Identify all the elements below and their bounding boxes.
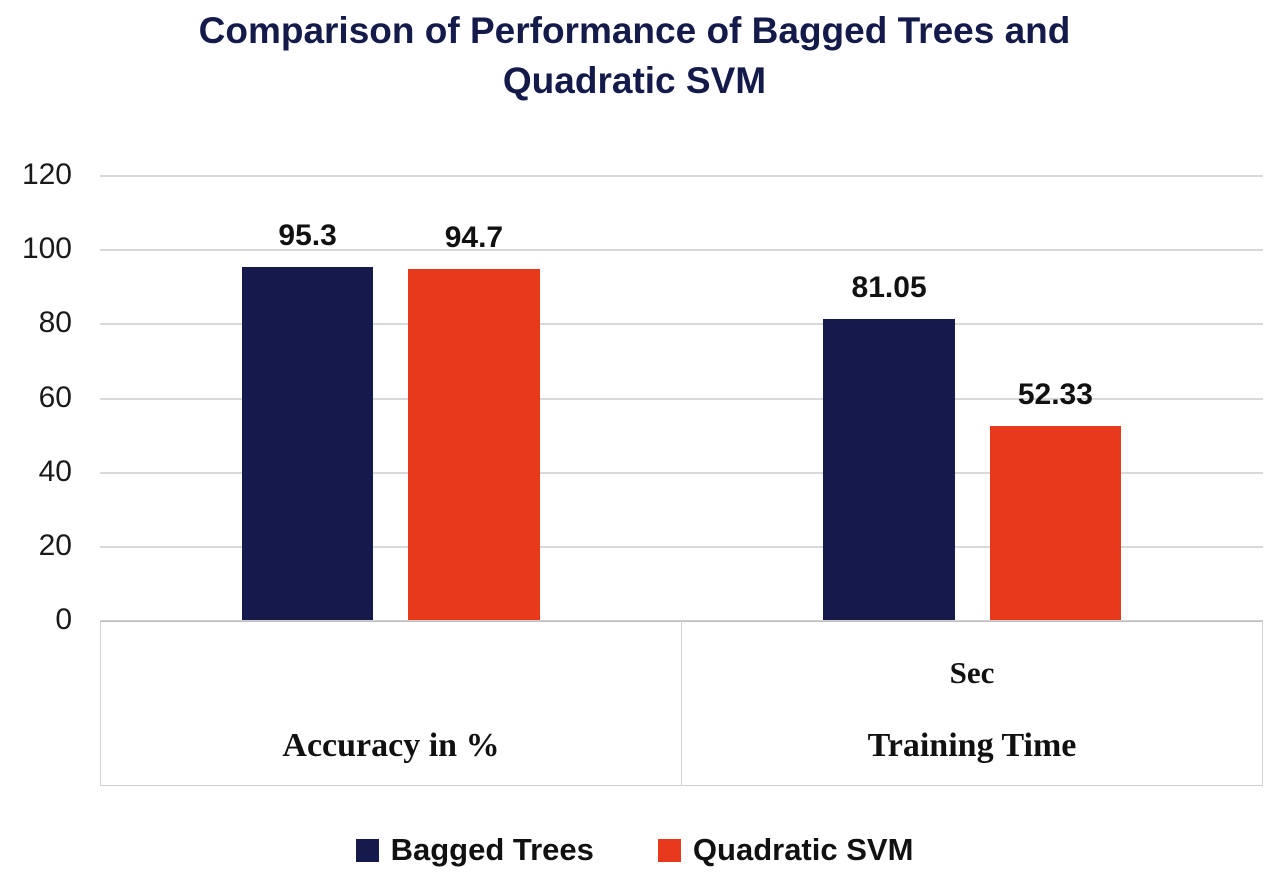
y-axis: 0 20 40 60 80 100 120: [0, 158, 78, 636]
bar-quadratic-svm: [408, 268, 540, 620]
legend-item-quadratic-svm: Quadratic SVM: [657, 832, 914, 868]
bar-value-label: 95.3: [278, 218, 337, 252]
bar-bagged-trees: [823, 319, 955, 620]
y-tick-label: 60: [38, 380, 72, 414]
y-tick-label: 20: [38, 528, 72, 562]
gridline: [100, 471, 1263, 474]
gridline: [100, 545, 1263, 548]
x-category-label: Accuracy in %: [282, 727, 500, 764]
bar-value-label: 94.7: [444, 220, 504, 254]
x-category-cell: Accuracy in %: [101, 621, 681, 785]
bar-quadratic-svm: [989, 425, 1122, 620]
x-category-label: Training Time: [867, 727, 1077, 764]
y-tick-label: 80: [38, 306, 72, 340]
legend-label: Bagged Trees: [390, 832, 594, 867]
x-category-sublabel: Sec: [949, 655, 995, 690]
bar-value-label: 52.33: [1017, 377, 1093, 411]
legend: Bagged Trees Quadratic SVM: [0, 832, 1269, 868]
y-tick-label: 0: [55, 603, 72, 636]
y-tick-label: 40: [38, 454, 72, 488]
plot-area: 95.3 81.05 94.7 52.33: [100, 175, 1263, 622]
gridline: [100, 323, 1263, 326]
chart-title: Comparison of Performance of Bagged Tree…: [198, 10, 1071, 101]
gridline: [100, 175, 1263, 177]
legend-label: Quadratic SVM: [692, 832, 914, 867]
bar-value-label: 81.05: [851, 271, 927, 305]
x-category-cell: Sec Training Time: [681, 621, 1262, 785]
legend-item-bagged-trees: Bagged Trees: [355, 832, 594, 868]
y-tick-label: 120: [21, 158, 72, 191]
legend-swatch-icon: [355, 838, 379, 862]
bar-bagged-trees: [241, 266, 374, 620]
gridline: [100, 397, 1263, 400]
gridline: [100, 249, 1263, 252]
legend-swatch-icon: [657, 838, 681, 862]
x-axis: Accuracy in % Sec Training Time: [100, 620, 1263, 786]
y-tick-label: 100: [21, 232, 72, 266]
